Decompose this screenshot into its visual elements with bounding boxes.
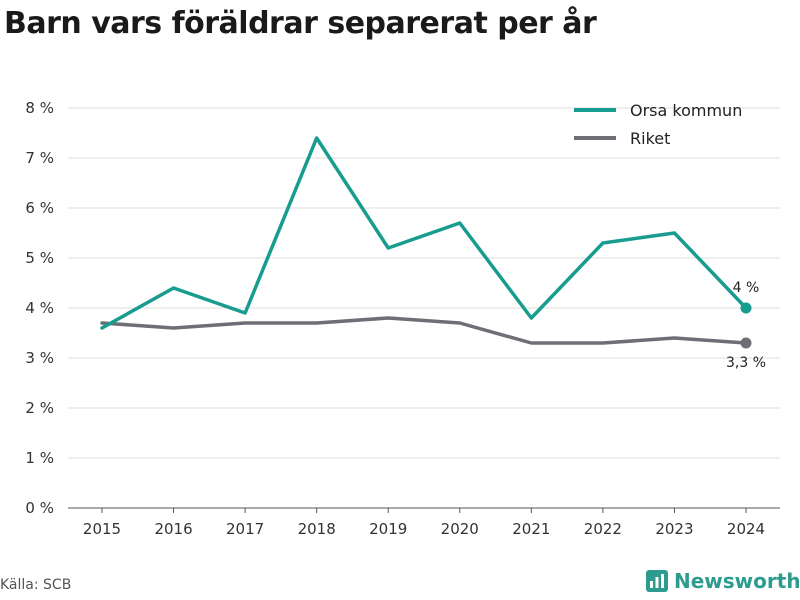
legend-label: Orsa kommun [630, 101, 742, 120]
y-tick-label: 4 % [25, 299, 54, 317]
brand-logo[interactable]: Newsworthy [646, 569, 800, 593]
chart-title: Barn vars föräldrar separerat per år [4, 6, 597, 41]
y-tick-label: 8 % [25, 99, 54, 117]
x-tick-label: 2018 [298, 520, 336, 538]
end-point-marker [740, 302, 752, 314]
x-tick-label: 2019 [369, 520, 407, 538]
series-line-orsa-kommun [100, 136, 748, 330]
series-line-riket [100, 316, 748, 345]
y-tick-label: 0 % [25, 499, 54, 517]
end-point-marker [740, 337, 752, 349]
x-tick-label: 2023 [655, 520, 693, 538]
x-tick-label: 2017 [226, 520, 264, 538]
source-note: Källa: SCB [0, 577, 72, 593]
y-tick-label: 5 % [25, 249, 54, 267]
x-tick-label: 2021 [512, 520, 550, 538]
x-tick-label: 2015 [83, 520, 121, 538]
end-value-label: 4 % [733, 280, 760, 296]
legend-label: Riket [630, 129, 670, 148]
end-value-label: 3,3 % [726, 355, 766, 371]
y-tick-label: 2 % [25, 399, 54, 417]
x-tick-label: 2020 [441, 520, 479, 538]
x-tick-label: 2024 [727, 520, 765, 538]
y-tick-label: 1 % [25, 449, 54, 467]
newsworthy-logo-icon [646, 570, 668, 592]
y-tick-label: 6 % [25, 199, 54, 217]
y-tick-label: 7 % [25, 149, 54, 167]
y-tick-label: 3 % [25, 349, 54, 367]
x-tick-label: 2022 [584, 520, 622, 538]
x-tick-label: 2016 [154, 520, 192, 538]
brand-name: Newsworthy [674, 569, 800, 593]
